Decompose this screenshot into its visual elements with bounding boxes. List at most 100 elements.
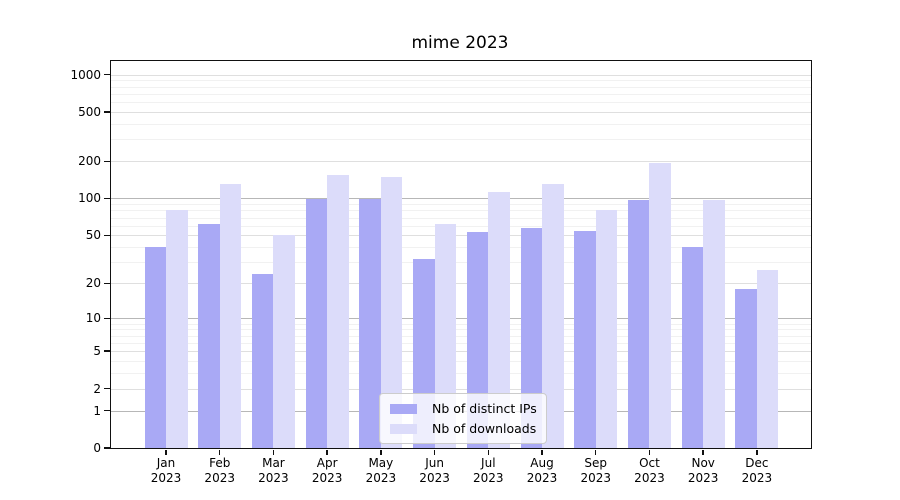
gridline-minor — [111, 217, 811, 219]
bar-downloads-oct — [649, 162, 671, 448]
x-tick — [380, 449, 382, 455]
bar-distinct-ips-dec — [735, 288, 757, 448]
legend-swatch-distinct-ips — [390, 403, 417, 414]
y-tick — [104, 409, 110, 412]
gridline-minor — [111, 335, 811, 337]
x-tick — [218, 449, 221, 455]
y-tick-label: 100 — [78, 191, 101, 206]
gridline-minor — [111, 80, 811, 82]
legend: Nb of distinct IPs Nb of downloads — [379, 393, 547, 444]
y-tick — [104, 282, 110, 285]
gridline — [111, 198, 811, 200]
x-tick-label: Mar 2023 — [258, 456, 289, 485]
bar-distinct-ips-aug — [520, 227, 543, 448]
x-tick-label: Feb 2023 — [204, 456, 235, 485]
x-tick — [433, 449, 436, 455]
x-tick — [541, 449, 543, 455]
bar-downloads-dec — [756, 269, 779, 448]
bar-distinct-ips-jan — [144, 247, 166, 448]
chart-title: mime 2023 — [411, 33, 509, 53]
bar-distinct-ips-mar — [251, 273, 274, 448]
y-tick-label: 1000 — [70, 67, 101, 82]
y-tick-label: 5 — [93, 344, 101, 359]
bar-distinct-ips-apr — [305, 198, 328, 448]
y-tick — [104, 160, 110, 163]
bar-downloads-mar — [273, 235, 295, 448]
x-tick — [165, 449, 167, 455]
gridline-minor — [111, 102, 811, 104]
bar-downloads-feb — [219, 184, 242, 448]
y-tick-label: 20 — [85, 276, 101, 291]
y-tick — [104, 197, 110, 200]
gridline-minor — [111, 247, 811, 249]
y-tick — [104, 387, 110, 390]
bar-downloads-jul — [488, 192, 510, 448]
bar-distinct-ips-may — [359, 198, 381, 448]
x-tick — [648, 449, 651, 455]
plot-inner — [111, 61, 811, 448]
x-tick — [594, 449, 597, 455]
gridline — [111, 111, 811, 113]
x-tick-label: Dec 2023 — [741, 456, 773, 485]
x-tick-label: Aug 2023 — [526, 456, 558, 485]
gridline-minor — [111, 204, 811, 206]
bar-distinct-ips-oct — [627, 200, 650, 448]
gridline-minor — [111, 210, 811, 212]
gridline — [111, 161, 811, 163]
y-tick — [104, 447, 110, 449]
x-tick-label: May 2023 — [365, 456, 397, 485]
x-tick-label: Sep 2023 — [580, 456, 612, 485]
plot-area: Nb of distinct IPs Nb of downloads 0 1 2 5 1… — [70, 60, 812, 485]
bar-distinct-ips-nov — [681, 247, 704, 448]
legend-swatch-downloads — [390, 423, 417, 434]
y-tick — [104, 234, 110, 237]
y-tick-label: 0 — [93, 441, 101, 455]
y-tick-label: 2 — [93, 381, 101, 396]
bar-downloads-sep — [595, 210, 618, 448]
legend-item-downloads: Nb of downloads — [390, 421, 536, 436]
gridline — [111, 388, 811, 390]
bar-distinct-ips-feb — [198, 224, 220, 448]
gridline-minor — [111, 225, 811, 227]
gridline-minor — [111, 93, 811, 95]
y-tick-label: 1 — [93, 403, 101, 418]
x-tick-label: Jan 2023 — [150, 456, 182, 485]
gridline-minor — [111, 123, 811, 125]
y-tick — [104, 350, 110, 352]
bar-downloads-aug — [542, 184, 564, 448]
bar-downloads-nov — [703, 200, 725, 448]
gridline-minor — [111, 139, 811, 141]
y-tick-label: 10 — [85, 311, 101, 326]
bar-downloads-jan — [166, 210, 188, 448]
gridline-minor — [111, 342, 811, 344]
x-tick-label: Nov 2023 — [687, 456, 719, 485]
y-tick — [104, 317, 110, 320]
gridline — [111, 318, 811, 320]
bar-downloads-may — [380, 176, 403, 448]
gridline-minor — [111, 373, 811, 375]
gridline-minor — [111, 323, 811, 325]
y-tick-label: 50 — [85, 228, 101, 243]
x-tick-label: Apr 2023 — [311, 456, 343, 485]
gridline — [111, 351, 811, 353]
legend-label-distinct-ips: Nb of distinct IPs — [432, 401, 537, 416]
y-tick — [104, 111, 110, 113]
x-tick — [756, 449, 758, 455]
legend-item-distinct-ips: Nb of distinct IPs — [390, 401, 537, 416]
gridline — [111, 283, 811, 285]
x-tick — [326, 449, 328, 455]
x-tick-label: Jul 2023 — [473, 456, 504, 485]
gridline-minor — [111, 86, 811, 88]
gridline — [111, 74, 811, 76]
x-tick — [487, 449, 490, 455]
gridline-minor — [111, 360, 811, 362]
x-tick — [702, 449, 704, 455]
y-tick — [104, 73, 110, 76]
bar-distinct-ips-sep — [574, 231, 596, 448]
y-tick-label: 500 — [78, 104, 101, 119]
x-tick — [272, 449, 275, 455]
x-tick-label: Jun 2023 — [419, 456, 450, 485]
gridline — [111, 235, 811, 237]
bar-downloads-jun — [434, 224, 457, 448]
